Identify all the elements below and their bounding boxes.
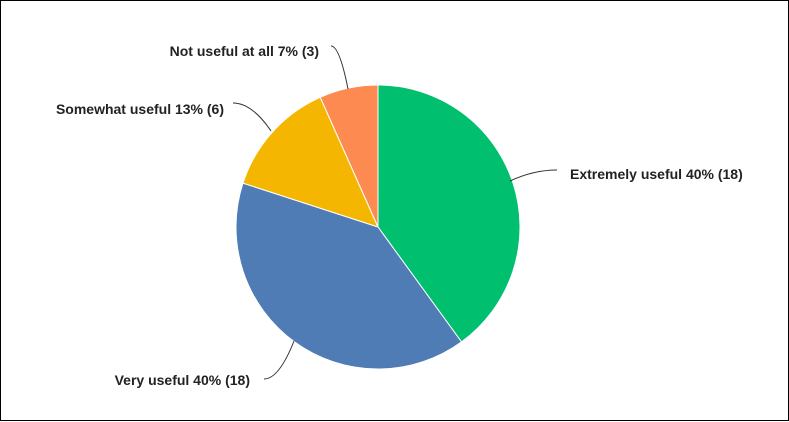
pie-slice-somewhat-useful: [242, 96, 379, 228]
leader-line: [330, 45, 349, 90]
data-label: Extremely useful 40% (18): [570, 166, 743, 182]
data-label: Somewhat useful 13% (6): [56, 101, 224, 117]
leader-line: [509, 169, 558, 182]
data-label: Not useful at all 7% (3): [170, 43, 319, 59]
pie-slice-not-useful-at-all: [319, 84, 379, 228]
leader-line: [232, 102, 272, 132]
leader-line: [263, 340, 295, 380]
pie-slice-very-useful: [235, 182, 463, 370]
pie-slice-extremely-useful: [377, 84, 521, 343]
data-label: Very useful 40% (18): [115, 372, 250, 388]
